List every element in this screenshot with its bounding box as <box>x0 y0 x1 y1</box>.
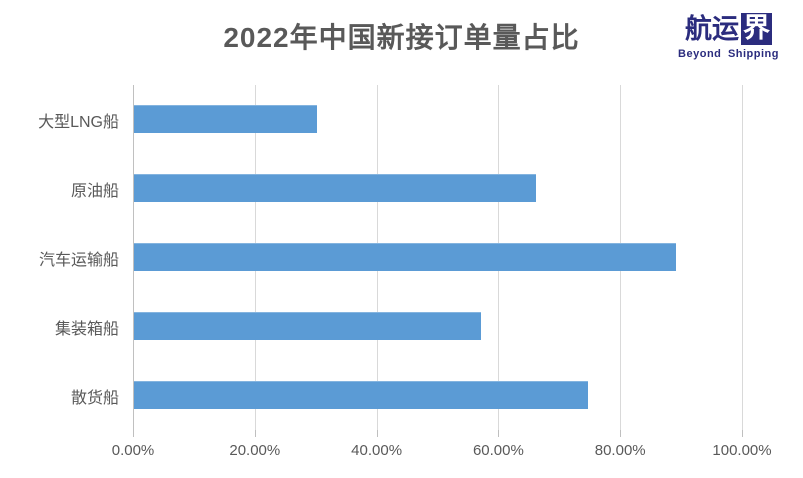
bar-row: 汽车运输船 <box>39 223 742 292</box>
plot-area: 0.00% 20.00% 40.00% 60.00% 80.00% 100.00% 大型LN… <box>38 85 772 459</box>
gridline-0 <box>133 85 134 430</box>
gridline-100 <box>742 85 743 430</box>
bar-4 <box>134 312 482 340</box>
brand-logo-wordmark: 航运界 <box>678 13 779 45</box>
bar-row: 原油船 <box>71 154 742 223</box>
tick-mark-80 <box>620 430 622 437</box>
category-label: 大型LNG船 <box>38 113 119 131</box>
x-axis-label: 20.00% <box>229 442 281 459</box>
brand-logo-tagline: Beyond Shipping <box>678 48 779 60</box>
brand-logo-boxed-char: 界 <box>741 13 773 45</box>
bar-row: 集装箱船 <box>55 292 742 361</box>
brand-logo-prefix: 航运 <box>685 13 740 44</box>
brand-logo: 航运界 Beyond Shipping <box>678 13 779 60</box>
x-axis-label: 100.00% <box>712 442 772 459</box>
category-label: 汽车运输船 <box>38 251 119 269</box>
bar-row: 散货船 <box>71 361 742 430</box>
tick-mark-60 <box>498 430 500 437</box>
tick-mark-40 <box>376 430 378 437</box>
tick-mark-20 <box>254 430 256 437</box>
x-axis-label: 0.00% <box>111 442 155 459</box>
bar-3 <box>134 243 676 271</box>
category-label: 原油船 <box>70 182 119 200</box>
x-axis-label: 60.00% <box>472 442 524 459</box>
bar-1 <box>134 105 317 133</box>
bar-2 <box>134 174 536 202</box>
x-axis-label: 40.00% <box>351 442 403 459</box>
tick-mark-0 <box>133 430 134 437</box>
x-axis-label: 80.00% <box>594 442 646 459</box>
category-label: 集装箱船 <box>54 320 119 338</box>
tick-mark-100 <box>742 430 743 437</box>
bar-row: 大型LNG船 <box>38 85 742 154</box>
category-label: 散货船 <box>70 389 119 407</box>
bar-5 <box>134 381 588 409</box>
chart-title: 2022年中国新接订单量占比 <box>223 22 580 53</box>
